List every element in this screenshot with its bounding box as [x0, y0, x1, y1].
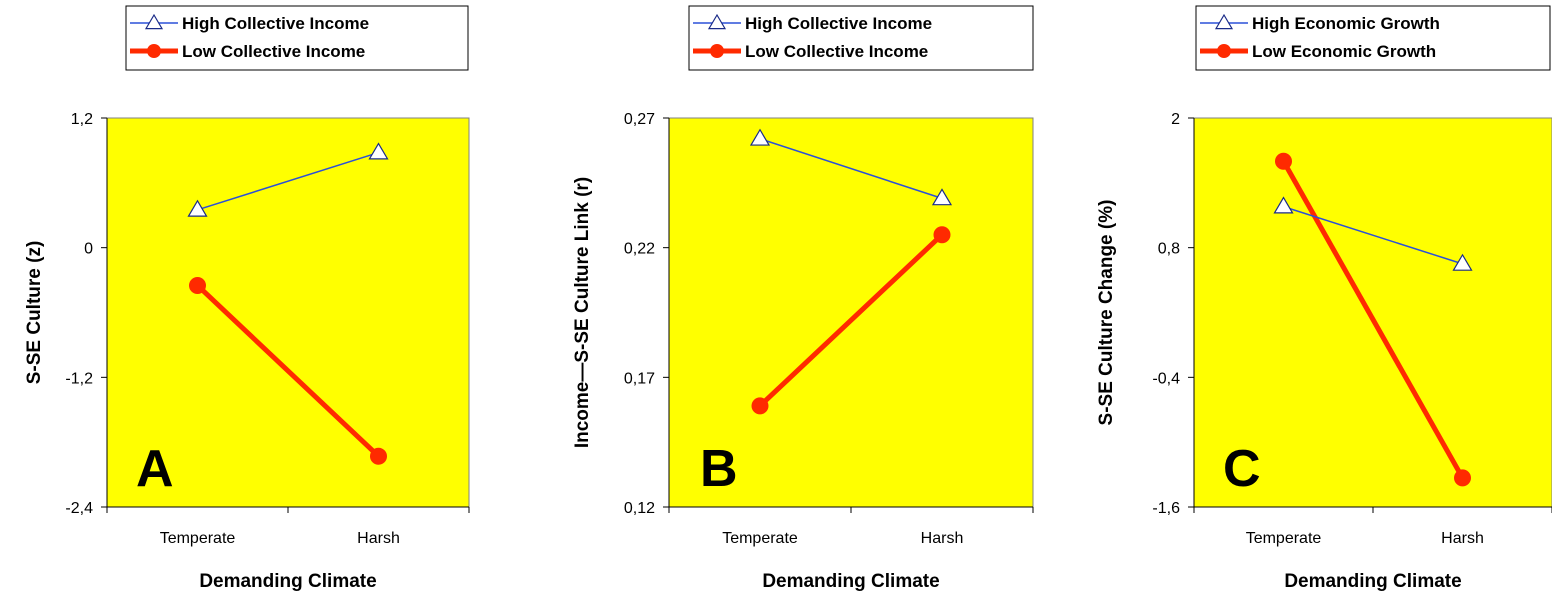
data-point-circle [1454, 469, 1471, 487]
y-tick-label: 0,27 [624, 111, 655, 128]
panel-letter: A [136, 440, 174, 498]
y-tick-label: 0,12 [624, 500, 655, 517]
legend-box [125, 5, 469, 71]
data-point-triangle [1452, 253, 1473, 271]
legend-entry-label: High Collective Income [745, 14, 932, 33]
y-tick-label: -0,4 [1152, 370, 1180, 387]
legend-entry-label: High Collective Income [182, 14, 369, 33]
data-point-triangle [931, 188, 953, 206]
legend-entry-label: Low Collective Income [182, 42, 365, 61]
series-line [1283, 205, 1463, 265]
x-axis-title: Demanding Climate [1284, 571, 1461, 592]
x-tick-label: Harsh [357, 530, 400, 547]
chart-panel-c: 2 0,8 -0,4 -1,6 Temperate Harsh Demanding Clim… [1096, 5, 1552, 592]
y-axis-title: S-SE Culture (z) [24, 241, 45, 385]
panel-letter: C [1223, 440, 1261, 498]
data-point-circle [933, 226, 951, 244]
series-high-collective-income [749, 128, 953, 206]
series-low-economic-growth [1275, 152, 1471, 487]
x-tick-label: Temperate [1246, 530, 1322, 547]
legend: High Collective Income Low Collective Inc… [688, 5, 1034, 71]
plot-area [106, 117, 470, 508]
series-high-economic-growth [1273, 196, 1473, 271]
x-tick-label: Harsh [921, 530, 964, 547]
data-point-circle [370, 447, 387, 465]
y-tick-label: -1,2 [65, 370, 93, 387]
y-tick-label: 0 [84, 241, 93, 258]
legend-swatch-circle [710, 44, 724, 58]
legend-entry-label: High Economic Growth [1252, 14, 1440, 33]
series-line [758, 232, 944, 408]
series-line [195, 283, 381, 459]
legend-swatch-circle [1217, 44, 1231, 58]
legend-swatch-triangle [144, 13, 164, 30]
series-line [759, 138, 943, 200]
y-tick-label: 1,2 [71, 111, 93, 128]
series-high-collective-income [187, 142, 389, 217]
x-axis-title: Demanding Climate [762, 571, 939, 592]
series-low-collective-income [189, 276, 387, 465]
y-tick-label: 0,22 [624, 241, 655, 258]
legend: High Economic Growth Low Economic Growth [1195, 5, 1551, 71]
data-point-circle [1275, 152, 1292, 170]
data-point-triangle [1273, 196, 1294, 214]
legend: High Collective Income Low Collective Inc… [125, 5, 469, 71]
x-tick-label: Temperate [160, 530, 236, 547]
legend-swatch-triangle [1214, 13, 1234, 30]
chart-panel-a: 1,2 0 -1,2 -2,4 Temperate Harsh Demanding Clim… [24, 5, 470, 592]
y-tick-label: 0,17 [624, 370, 655, 387]
y-tick-label: -1,6 [1152, 500, 1180, 517]
legend-entry-label: Low Economic Growth [1252, 42, 1436, 61]
series-line [1281, 159, 1465, 480]
legend-box [688, 5, 1034, 71]
data-point-triangle [368, 142, 389, 160]
data-point-circle [189, 276, 206, 294]
y-tick-label: 2 [1171, 111, 1180, 128]
data-point-triangle [187, 199, 208, 217]
x-tick-label: Harsh [1441, 530, 1484, 547]
plot-area [1193, 117, 1552, 508]
legend-swatch-circle [147, 44, 161, 58]
panel-letter: B [700, 440, 738, 498]
data-point-circle [751, 397, 769, 415]
legend-entry-label: Low Collective Income [745, 42, 928, 61]
y-tick-label: 0,8 [1158, 241, 1180, 258]
series-line [197, 151, 379, 211]
y-axis-title: Income—S-SE Culture Link (r) [572, 177, 593, 448]
series-low-collective-income [751, 226, 951, 415]
y-axis-title: S-SE Culture Change (%) [1096, 200, 1117, 426]
x-axis-title: Demanding Climate [199, 571, 376, 592]
legend-swatch-triangle [707, 13, 727, 30]
legend-box [1195, 5, 1551, 71]
y-tick-label: -2,4 [65, 500, 93, 517]
chart-panel-b: 0,27 0,22 0,17 0,12 Temperate Harsh Demanding … [572, 5, 1034, 592]
data-point-triangle [749, 128, 771, 146]
x-tick-label: Temperate [722, 530, 798, 547]
